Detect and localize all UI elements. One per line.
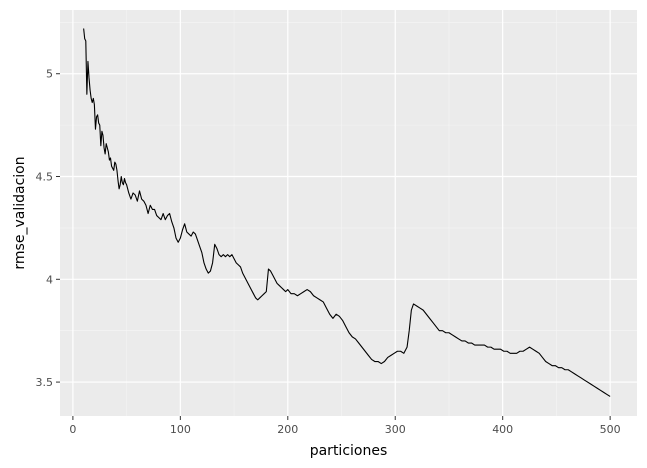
series-line <box>83 28 611 397</box>
plot-panel <box>60 10 637 416</box>
x-tick-label: 500 <box>600 423 621 436</box>
x-tick-label: 200 <box>277 423 298 436</box>
y-tick-label: 4 <box>46 273 53 286</box>
y-axis-ticks: 3.5 4 4.5 5 <box>36 68 60 389</box>
x-tick-label: 300 <box>385 423 406 436</box>
y-tick-label: 5 <box>46 68 53 81</box>
y-axis-title: rmse_validacion <box>12 156 28 269</box>
y-tick-label: 4.5 <box>36 171 54 184</box>
x-tick-label: 0 <box>69 423 76 436</box>
y-tick-label: 3.5 <box>36 376 54 389</box>
x-axis-title: particiones <box>310 443 388 459</box>
x-axis-ticks: 0 100 200 300 400 500 <box>69 416 621 436</box>
major-gridlines <box>60 10 637 416</box>
x-tick-label: 100 <box>170 423 191 436</box>
x-tick-label: 400 <box>492 423 513 436</box>
